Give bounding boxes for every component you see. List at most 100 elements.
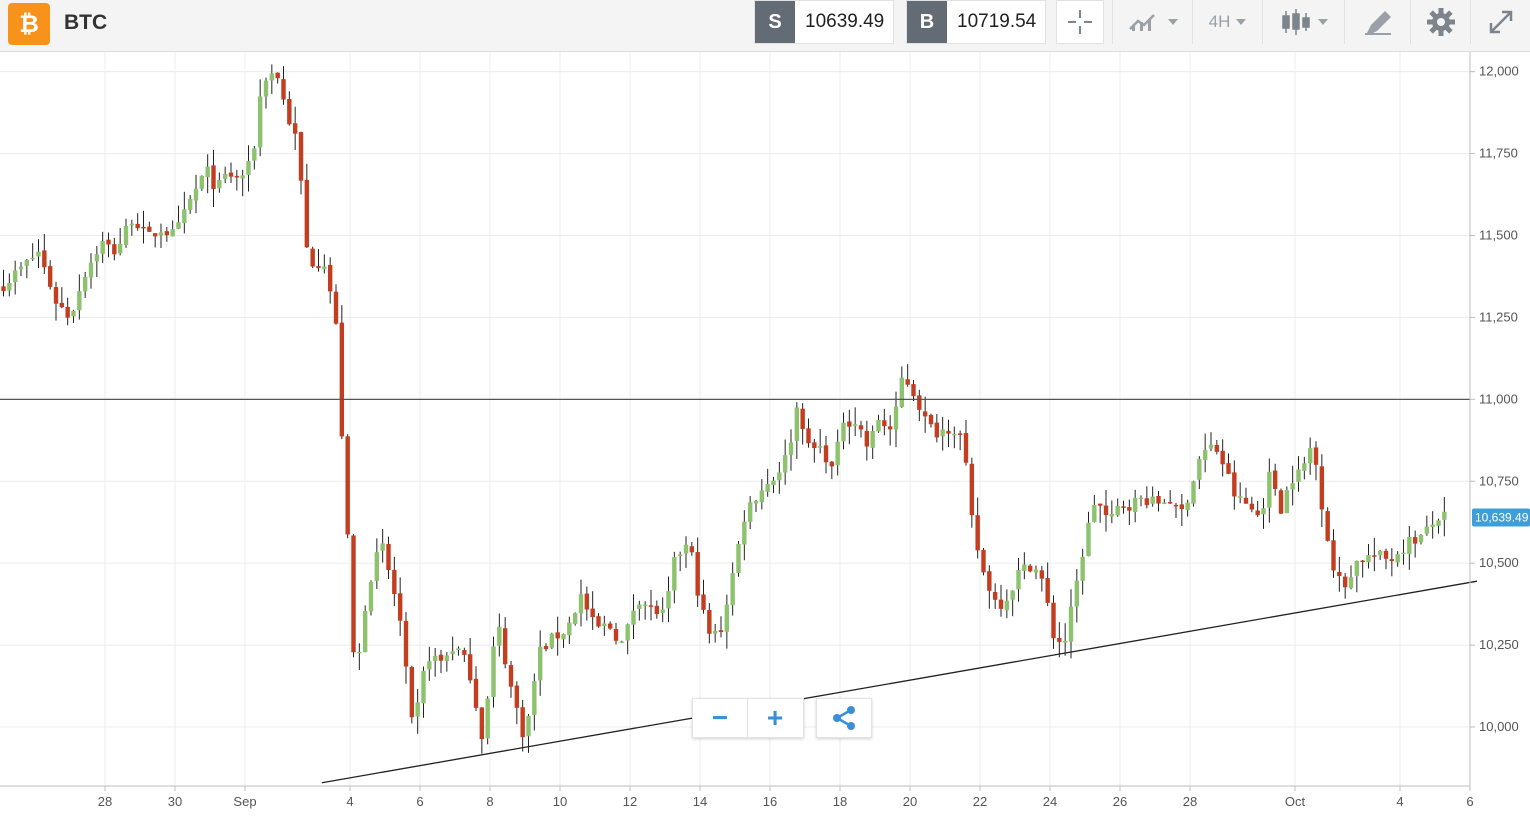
- candle-up: [1033, 569, 1039, 573]
- candle-up: [1354, 560, 1360, 576]
- candle-down: [864, 430, 870, 447]
- candle-down: [1232, 472, 1237, 497]
- candle-up: [747, 502, 753, 522]
- candle-up: [730, 573, 735, 606]
- candle-down: [1243, 497, 1249, 504]
- time-tick-label: 22: [973, 794, 987, 809]
- candle-down: [1372, 555, 1377, 557]
- candle-up: [380, 543, 385, 551]
- sell-quote[interactable]: S 10639.49: [754, 0, 894, 44]
- candle-down: [403, 620, 409, 667]
- candle-down: [969, 463, 975, 516]
- price-chart[interactable]: 10,000 10,250 10,500 10,750 11,000 11,250 11,5…: [0, 52, 1530, 820]
- candle-down: [917, 395, 922, 410]
- candle-down: [858, 425, 864, 430]
- candle-down: [922, 411, 928, 417]
- price-tick-label: 10,250: [1479, 637, 1519, 652]
- candle-up: [7, 282, 12, 291]
- bitcoin-symbol: ₿: [19, 9, 39, 38]
- zoom-in-button[interactable]: +: [747, 699, 802, 737]
- time-tick-label: 14: [693, 794, 707, 809]
- candle-up: [794, 407, 800, 442]
- price-tick-label: 10,500: [1479, 555, 1519, 570]
- candle-up: [269, 73, 275, 81]
- candle-down: [613, 629, 619, 641]
- candle-down: [141, 226, 146, 229]
- crosshair-button[interactable]: [1056, 0, 1104, 44]
- timeframe-select[interactable]: 4H: [1192, 0, 1262, 44]
- instrument-symbol[interactable]: BTC: [64, 11, 108, 34]
- candle-down: [1045, 578, 1050, 603]
- candle-down: [1144, 498, 1150, 506]
- candle-up: [1062, 640, 1068, 643]
- candle-down: [147, 226, 152, 232]
- candle-down: [1220, 450, 1225, 465]
- candle-down: [1127, 507, 1132, 511]
- fullscreen-button[interactable]: [1470, 0, 1530, 44]
- candle-up: [666, 591, 671, 609]
- candle-up: [100, 241, 105, 254]
- candle-up: [263, 80, 269, 97]
- candle-up: [835, 441, 840, 466]
- candle-up: [1162, 502, 1167, 504]
- candle-down: [333, 291, 339, 324]
- candle-up: [129, 223, 135, 226]
- candle-up: [672, 557, 677, 591]
- candle-up: [1418, 534, 1424, 543]
- candle-up: [368, 581, 374, 612]
- candle-up: [736, 543, 741, 573]
- candle-down: [543, 646, 549, 650]
- chart-compare-button[interactable]: [1112, 0, 1192, 44]
- candle-up: [1348, 577, 1354, 588]
- candle-up: [1010, 590, 1015, 600]
- candle-up: [677, 554, 683, 557]
- candle-down: [281, 79, 286, 100]
- candle-down: [1057, 638, 1062, 642]
- candle-up: [222, 173, 228, 179]
- buy-quote[interactable]: B 10719.54: [906, 0, 1046, 44]
- candle-down: [327, 264, 333, 292]
- candle-down: [164, 231, 170, 236]
- candle-up: [193, 188, 199, 201]
- time-axis: 28 30 Sep 4 6 8 10 12 14 16 18 20 22 24 26 28 Oct 4 6: [98, 786, 1474, 809]
- share-button[interactable]: [817, 699, 871, 737]
- price-tick-label: 11,250: [1479, 309, 1518, 324]
- candle-up: [1074, 580, 1080, 607]
- candle-down: [473, 678, 479, 708]
- candle-down: [438, 654, 444, 661]
- candle-down: [1337, 571, 1342, 577]
- candle-down: [152, 233, 158, 237]
- drawing-tools-button[interactable]: [1344, 0, 1410, 44]
- candle-up: [88, 262, 94, 278]
- candle-down: [963, 433, 969, 463]
- time-tick-label: 10: [553, 794, 567, 809]
- candle-up: [742, 521, 747, 545]
- candle-down: [928, 414, 934, 425]
- candle-up: [1086, 522, 1091, 557]
- chart-type-button[interactable]: [1262, 0, 1344, 44]
- candle-down: [806, 428, 811, 444]
- candle-down: [998, 599, 1004, 609]
- settings-button[interactable]: [1410, 0, 1470, 44]
- candle-up: [485, 698, 490, 739]
- trend-line[interactable]: [321, 580, 1478, 784]
- candle-up: [1307, 448, 1313, 464]
- time-tick-label: 20: [903, 794, 917, 809]
- candle-up: [199, 175, 205, 189]
- candlesticks: [1, 64, 1447, 754]
- candle-up: [642, 604, 648, 607]
- bitcoin-logo-icon: ₿: [8, 3, 50, 45]
- candle-down: [689, 546, 695, 553]
- sell-price: 10639.49: [805, 11, 885, 32]
- candle-up: [1436, 520, 1441, 526]
- candle-down: [1121, 506, 1126, 508]
- candle-up: [77, 291, 82, 311]
- candle-up: [1284, 490, 1290, 514]
- candle-up: [362, 611, 368, 653]
- candle-down: [234, 175, 240, 178]
- candle-up: [1004, 600, 1010, 611]
- candle-up: [1424, 526, 1430, 534]
- candle-down: [648, 605, 654, 607]
- candle-down: [339, 322, 345, 437]
- zoom-out-button[interactable]: −: [711, 702, 729, 733]
